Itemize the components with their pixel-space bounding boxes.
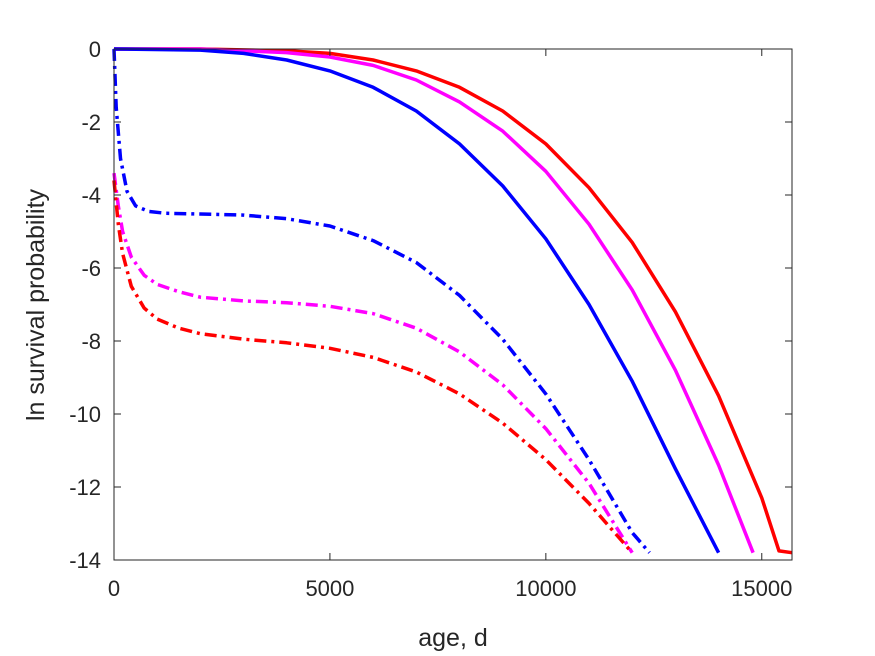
y-tick-label: 0 bbox=[89, 37, 101, 62]
y-tick-label: -14 bbox=[69, 548, 101, 573]
x-tick-label: 0 bbox=[108, 576, 120, 601]
y-tick-label: -12 bbox=[69, 475, 101, 500]
y-tick-label: -6 bbox=[81, 256, 101, 281]
y-tick-label: -2 bbox=[81, 110, 101, 135]
x-axis-label: age, d bbox=[418, 624, 488, 652]
series-line-4 bbox=[112, 48, 651, 554]
y-axis-label: ln survival probability bbox=[22, 188, 50, 421]
series-line-2 bbox=[114, 47, 755, 554]
plot-frame bbox=[113, 48, 793, 561]
y-tick-label: -10 bbox=[69, 402, 101, 427]
y-tick-label: -4 bbox=[81, 183, 101, 208]
series-group bbox=[112, 47, 793, 555]
plot-area bbox=[114, 49, 792, 560]
x-tick-label: 15000 bbox=[731, 576, 792, 601]
x-tick-label: 5000 bbox=[305, 576, 354, 601]
ticks-group: 0 5000 10000 15000 0 -2 -4 -6 -8 -10 -12 -14 bbox=[69, 37, 792, 601]
series-line-3 bbox=[113, 47, 721, 554]
x-tick-label: 10000 bbox=[515, 576, 576, 601]
series-line-6 bbox=[112, 180, 634, 554]
series-line-1 bbox=[114, 47, 793, 555]
y-tick-label: -8 bbox=[81, 329, 101, 354]
series-line-5 bbox=[112, 172, 634, 554]
